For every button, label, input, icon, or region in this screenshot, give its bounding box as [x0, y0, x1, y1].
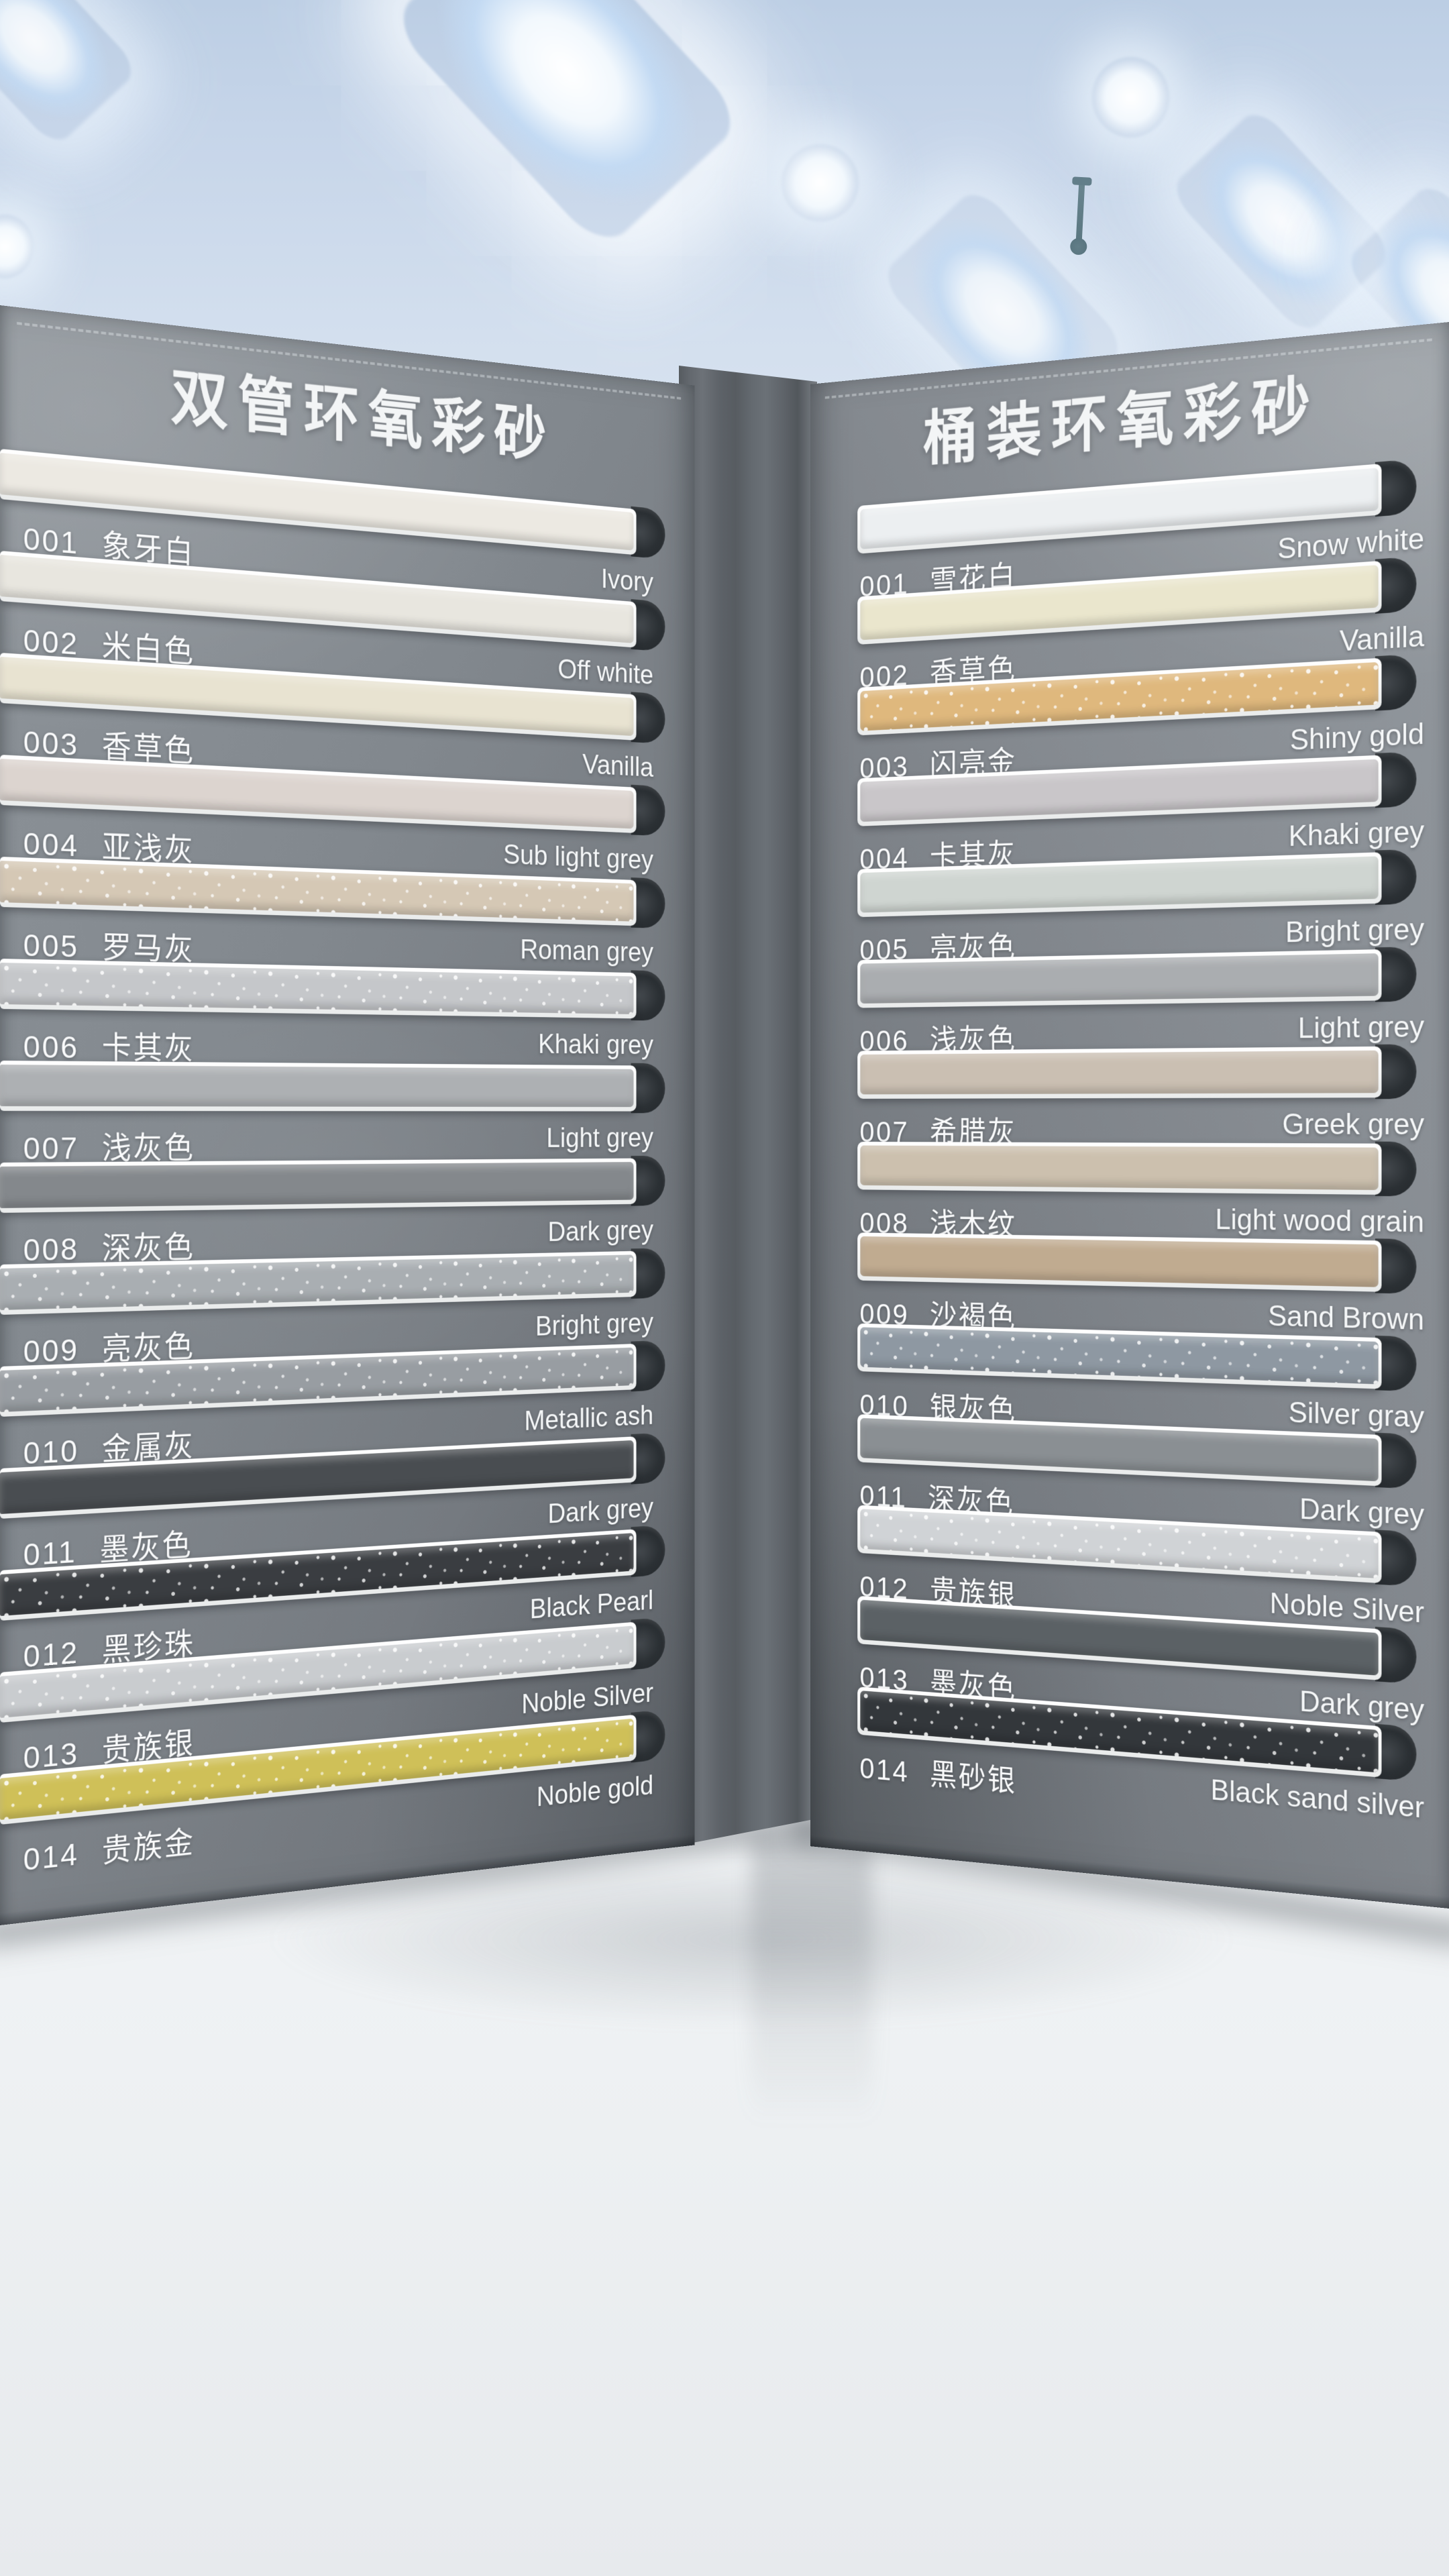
swatch-name-en: Sub light grey: [503, 838, 653, 876]
swatch-bar: [0, 1162, 634, 1208]
swatch-name-en: Metallic ash: [524, 1399, 653, 1438]
swatch-name-en: Vanilla: [1340, 619, 1424, 658]
swatch-slot: [0, 1061, 637, 1112]
swatch-row: 008 浅木纹 Light wood grain: [857, 1140, 1428, 1239]
panel-left-title: 双管环氧彩砂: [90, 338, 626, 482]
swatch-name-cn: 贵族金: [102, 1824, 195, 1869]
swatch-slot-wrap: [0, 1058, 695, 1113]
right-panel-rows: 001 雪花白 Snow white 002 香草色 Vanilla 003 闪亮金 …: [857, 458, 1428, 1826]
swatch-name-en: Roman grey: [520, 933, 653, 969]
swatch-slot: [0, 1158, 637, 1212]
swatch-name-en: Dark grey: [547, 1491, 653, 1529]
swatch-row: 005 亮灰色 Bright grey: [857, 849, 1428, 958]
ceiling-light-panel: [0, 0, 140, 149]
swatch-name-en: Bright grey: [535, 1307, 653, 1342]
swatch-code: 014: [860, 1751, 910, 1788]
swatch-name-cn: 黑砂银: [930, 1757, 1017, 1798]
ceiling-light-dot: [1092, 57, 1169, 138]
showroom-photo: 双管环氧彩砂 001 象牙白 Ivory 002 米白色 Off white: [0, 0, 1449, 2576]
swatch-row: 006 卡其灰 Khaki grey: [0, 956, 695, 1063]
swatch-slot: [857, 1046, 1381, 1098]
swatch-bar: [0, 963, 634, 1014]
swatch-row: 007 浅灰色 Light grey: [0, 1058, 695, 1160]
ceiling-light-dot: [782, 144, 859, 221]
left-panel-rows: 001 象牙白 Ivory 002 米白色 Off white 003 香草色 Van…: [0, 446, 695, 1874]
swatch-slot-wrap: [857, 1044, 1428, 1100]
ceiling-sprinkler: [1076, 181, 1085, 243]
ceiling-light-dot: [0, 215, 34, 278]
swatch-bar: [860, 856, 1378, 912]
swatch-name-en: Light wood grain: [1216, 1202, 1425, 1239]
spine-floor-reflection: [751, 1835, 872, 2123]
swatch-slot: [857, 1141, 1381, 1194]
swatch-bar: [860, 1236, 1378, 1287]
swatch-panel-left: 双管环氧彩砂 001 象牙白 Ivory 002 米白色 Off white: [0, 305, 695, 1925]
book-spine: [679, 366, 817, 1849]
swatch-name-en: Khaki grey: [1289, 814, 1424, 853]
swatch-bar: [860, 1145, 1378, 1190]
swatch-slot: [857, 1232, 1381, 1291]
swatch-name-en: Shiny gold: [1290, 716, 1424, 757]
swatch-name-en: Bright grey: [1285, 912, 1424, 949]
swatch-name-en: Off white: [557, 653, 653, 691]
swatch-name-en: Noble gold: [537, 1769, 653, 1813]
swatch-name-en: Vanilla: [582, 748, 653, 784]
swatch-slot-wrap: [857, 1140, 1428, 1197]
swatch-panel-right: 桶装环氧彩砂 001 雪花白 Snow white 002 香草色 Vanilla: [810, 322, 1449, 1909]
swatch-name-en: Silver gray: [1289, 1395, 1424, 1435]
ceiling-light-panel: [388, 0, 746, 252]
swatch-name-en: Ivory: [601, 562, 653, 598]
swatch-code: 014: [23, 1836, 79, 1877]
ceiling-light-panel: [1167, 105, 1396, 337]
swatch-name-en: Black sand silver: [1211, 1772, 1424, 1825]
swatch-name-en: Khaki grey: [538, 1028, 653, 1061]
swatch-name-en: Greek grey: [1282, 1107, 1424, 1142]
swatch-bar: [0, 1065, 634, 1107]
swatch-bar: [860, 1050, 1378, 1094]
swatch-row: 007 希腊灰 Greek grey: [857, 1044, 1428, 1142]
swatch-code-cn: 014 贵族金: [23, 1816, 195, 1880]
swatch-row: 006 浅灰色 Light grey: [857, 947, 1428, 1049]
swatch-row: 009 沙褐色 Sand Brown: [857, 1231, 1428, 1338]
swatch-slot-wrap: [857, 947, 1428, 1010]
swatch-name-en: Light grey: [546, 1122, 653, 1154]
swatch-name-en: Dark grey: [547, 1214, 653, 1248]
swatch-name-en: Light grey: [1298, 1009, 1424, 1044]
swatch-slot: [857, 949, 1381, 1008]
swatch-bar: [860, 953, 1378, 1004]
swatch-code-cn: 014 黑砂银: [860, 1743, 1017, 1801]
swatch-row: 008 深灰色 Dark grey: [0, 1155, 695, 1262]
swatch-name-en: Sand Brown: [1268, 1299, 1424, 1337]
panel-right-title: 桶装环氧彩砂: [849, 346, 1403, 483]
